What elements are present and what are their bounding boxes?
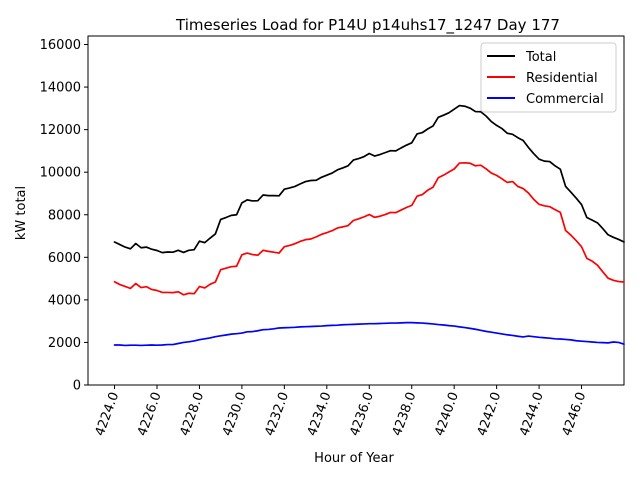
x-tick-label: 4234.0 xyxy=(305,390,335,438)
series-line-total xyxy=(113,104,625,254)
series-line-commercial xyxy=(113,321,625,347)
legend-label-commercial: Commercial xyxy=(526,92,604,107)
legend-frame xyxy=(480,42,617,113)
y-tick-label: 16000 xyxy=(40,38,81,53)
x-axis: 4224.0 4226.0 4228.0 4230.0 4232.0 4234.0 4236… xyxy=(93,385,590,438)
legend-label-residential: Residential xyxy=(526,71,598,86)
legend: Total Residential Commercial xyxy=(480,42,617,113)
x-tick-label: 4246.0 xyxy=(560,390,590,438)
y-tick-label: 4000 xyxy=(48,293,81,308)
legend-label-total: Total xyxy=(525,50,556,65)
y-tick-label: 10000 xyxy=(40,166,81,181)
x-tick-label: 4244.0 xyxy=(517,390,547,438)
y-tick-label: 2000 xyxy=(48,336,81,351)
y-tick-label: 0 xyxy=(73,379,81,394)
y-axis-label: kW total xyxy=(14,186,29,240)
x-axis-label: Hour of Year xyxy=(314,451,394,466)
plot-area xyxy=(87,35,625,386)
y-tick-label: 8000 xyxy=(48,208,81,223)
x-tick-label: 4240.0 xyxy=(432,390,462,438)
chart-title: Timeseries Load for P14U p14uhs17_1247 D… xyxy=(175,16,560,35)
x-tick-label: 4238.0 xyxy=(390,390,420,438)
x-tick-label: 4242.0 xyxy=(475,390,505,438)
x-tick-label: 4232.0 xyxy=(262,390,292,438)
y-axis: 0 2000 4000 6000 8000 10000 12000 14000 16000 xyxy=(40,38,88,394)
y-tick-label: 6000 xyxy=(48,251,81,266)
x-tick-label: 4226.0 xyxy=(135,390,165,438)
series-layer xyxy=(113,104,625,347)
x-tick-label: 4228.0 xyxy=(178,390,208,438)
y-tick-label: 12000 xyxy=(40,123,81,138)
x-tick-label: 4230.0 xyxy=(220,390,250,438)
x-tick-label: 4224.0 xyxy=(93,390,123,438)
series-line-residential xyxy=(113,161,625,296)
y-tick-label: 14000 xyxy=(40,81,81,96)
x-tick-label: 4236.0 xyxy=(347,390,377,438)
plot-frame xyxy=(87,35,625,386)
